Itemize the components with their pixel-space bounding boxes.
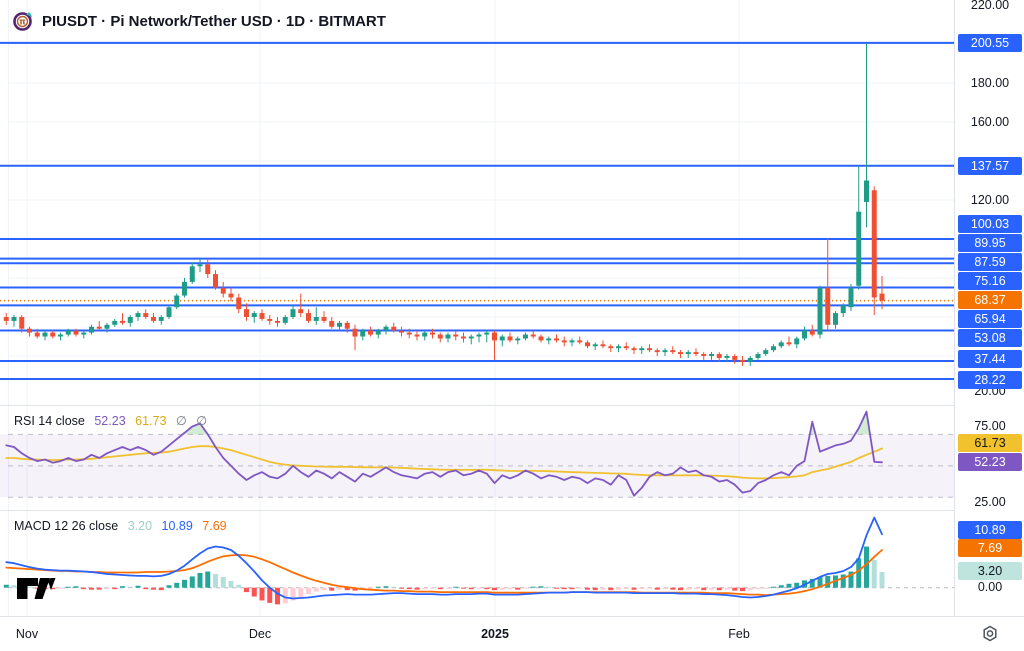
price-scale-badge: 75.16 [958, 272, 1022, 290]
time-axis-label-nov: Nov [15, 627, 39, 641]
macd-indicator-label[interactable]: MACD 12 26 close 3.20 10.89 7.69 [14, 519, 233, 533]
price-scale-badge: 137.57 [958, 157, 1022, 175]
rsi-indicator-label[interactable]: RSI 14 close 52.23 61.73 ∅ ∅ [14, 413, 213, 428]
price-scale-badge: 53.08 [958, 329, 1022, 347]
tradingview-logo[interactable] [16, 576, 56, 602]
price-scale-badge: 37.44 [958, 350, 1022, 368]
svg-text:π: π [19, 18, 26, 28]
symbol-bar: π PIUSDT · Pi Network/Tether USD · 1D · … [12, 10, 386, 32]
time-axis-settings-gear-icon[interactable] [980, 624, 1000, 644]
price-scale-badge: 10.89 [958, 521, 1022, 539]
macd-histogram [3, 546, 885, 605]
price-scale-badge: 87.59 [958, 253, 1022, 271]
price-scale-badge: 200.55 [958, 34, 1022, 52]
time-axis-label-dec: Dec [248, 627, 272, 641]
macd-line-value: 10.89 [161, 519, 193, 533]
price-scale-badge: 3.20 [958, 562, 1022, 580]
price-scale-badge: 28.22 [958, 371, 1022, 389]
price-scale-badge: 52.23 [958, 453, 1022, 471]
price-scale-badge: 65.94 [958, 310, 1022, 328]
price-scale-tick: 160.00 [970, 115, 1010, 129]
rsi-empty-value-1: ∅ [175, 414, 187, 428]
price-scale-tick: 180.00 [970, 76, 1010, 90]
rsi-line [5, 410, 883, 497]
rsi-label-text: RSI 14 close [14, 414, 85, 428]
macd-line [5, 516, 883, 600]
price-scale-badge: 61.73 [958, 434, 1022, 452]
price-scale-tick: 75.00 [974, 419, 1006, 433]
rsi-empty-value-2: ∅ [196, 414, 208, 428]
macd-signal-line [5, 549, 883, 596]
price-scale-badge: 100.03 [958, 215, 1022, 233]
time-axis[interactable]: Nov Dec 2025 Feb [0, 616, 1024, 651]
price-scale-tick: 25.00 [974, 495, 1006, 509]
macd-signal-value: 7.69 [202, 519, 227, 533]
price-scale[interactable]: 220.00 180.00 160.00 120.00 20.00 75.00 25.00 0… [954, 0, 1024, 616]
price-scale-tick: 120.00 [970, 193, 1010, 207]
rsi-value: 52.23 [94, 414, 126, 428]
price-scale-tick: 220.00 [970, 0, 1010, 12]
price-scale-badge: 89.95 [958, 234, 1022, 252]
candles [3, 43, 885, 366]
macd-hist-value: 3.20 [127, 519, 153, 533]
price-scale-tick: 0.00 [977, 580, 1003, 594]
macd-label-text: MACD 12 26 close [14, 519, 119, 533]
time-axis-label-feb: Feb [728, 627, 750, 641]
rsi-ma-value: 61.73 [135, 414, 167, 428]
symbol-title[interactable]: PIUSDT · Pi Network/Tether USD · 1D · BI… [42, 12, 386, 30]
price-scale-badge: 7.69 [958, 539, 1022, 557]
pi-network-logo-icon: π [13, 12, 32, 31]
time-axis-label-2025: 2025 [481, 627, 509, 641]
price-scale-badge: 68.37 [958, 291, 1022, 309]
